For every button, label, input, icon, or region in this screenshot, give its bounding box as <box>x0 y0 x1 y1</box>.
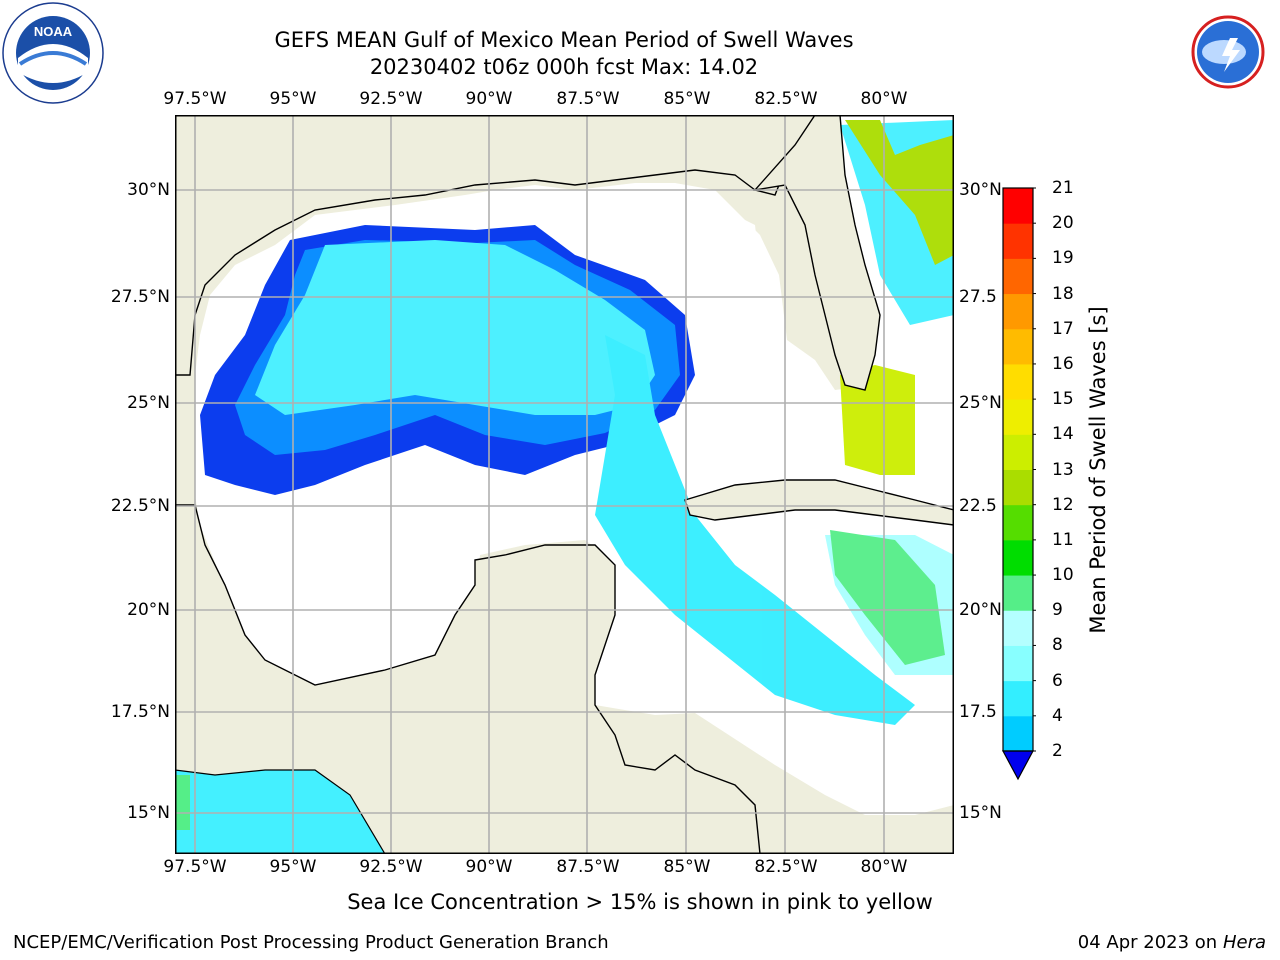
colorbar-segment <box>1003 680 1033 717</box>
lon-label-bottom: 90°W <box>465 857 513 877</box>
swell-field <box>175 120 954 854</box>
mexico-central-america-land <box>174 504 761 855</box>
colorbar-segment <box>1003 504 1033 541</box>
colorbar-segment <box>1003 575 1033 611</box>
map-canvas <box>174 114 955 855</box>
colorbar-tick-label: 11 <box>1052 529 1074 550</box>
lon-label-top: 85°W <box>663 89 711 109</box>
lon-label-top: 90°W <box>465 89 513 109</box>
colorbar-tick-label: 14 <box>1052 424 1074 445</box>
colorbar-tick-label: 6 <box>1052 670 1063 691</box>
lon-label-bottom: 85°W <box>663 857 711 877</box>
colorbar-tick-label: 8 <box>1052 635 1063 656</box>
colorbar-segment <box>1003 363 1033 400</box>
map-panel <box>174 114 955 855</box>
colorbar-segment <box>1003 188 1033 224</box>
gridlines <box>175 115 954 854</box>
map-title: GEFS MEAN Gulf of Mexico Mean Period of … <box>274 28 854 52</box>
lat-label-left: 20°N <box>127 600 170 620</box>
colorbar-tick-label: 15 <box>1052 389 1074 410</box>
lat-label-left: 27.5°N <box>110 287 170 307</box>
colorbar-tick-label: 16 <box>1052 353 1074 374</box>
footer-host: Hera <box>1222 932 1266 953</box>
no-data-western-gulf <box>255 495 475 635</box>
colorbar-label: Mean Period of Swell Waves [s] <box>1086 306 1110 634</box>
colorbar-segment <box>1003 258 1033 295</box>
nws-logo <box>1178 2 1278 102</box>
colorbar-segment <box>1003 715 1033 752</box>
lat-label-right: 22.5 <box>959 496 997 516</box>
lat-label-left: 30°N <box>127 180 170 200</box>
footer-date-text: 04 Apr 2023 on <box>1077 932 1223 953</box>
cuba-land <box>684 479 955 526</box>
svg-text:NOAA: NOAA <box>34 24 73 39</box>
colorbar-segment <box>1003 328 1033 365</box>
lon-label-bottom: 97.5°W <box>163 857 227 877</box>
lat-label-right: 15°N <box>959 803 1002 823</box>
lon-label-top: 92.5°W <box>359 89 423 109</box>
swell-band-12s <box>845 120 954 265</box>
lon-label-top: 82.5°W <box>754 89 818 109</box>
colorbar-tick-label: 12 <box>1052 494 1074 515</box>
colorbar-segment <box>1003 469 1033 506</box>
lon-label-bottom: 87.5°W <box>556 857 620 877</box>
colorbar-segment <box>1003 645 1033 682</box>
lat-label-right: 17.5 <box>959 702 997 722</box>
no-data-north-gulf <box>615 205 675 255</box>
colorbar-tick-label: 10 <box>1052 565 1074 586</box>
lat-label-left: 22.5°N <box>110 496 170 516</box>
lat-label-right: 27.5 <box>959 287 997 307</box>
map-subtitle: 20230402 t06z 000h fcst Max: 14.02 <box>369 55 759 79</box>
footer-date: 04 Apr 2023 on Hera <box>1078 932 1266 953</box>
pacific-green-strip <box>175 775 190 830</box>
colorbar-tick-label: 2 <box>1052 741 1063 761</box>
colorbar-segment <box>1003 293 1033 330</box>
lon-label-top: 95°W <box>269 89 317 109</box>
colorbar <box>1000 186 1036 782</box>
noaa-logo: NOAA <box>2 2 104 104</box>
lat-label-right: 30°N <box>959 180 1002 200</box>
footer-credit: NCEP/EMC/Verification Post Processing Pr… <box>13 932 609 953</box>
lon-label-bottom: 95°W <box>269 857 317 877</box>
sea-ice-caption: Sea Ice Concentration > 15% is shown in … <box>347 890 933 914</box>
colorbar-segment <box>1003 610 1033 646</box>
colorbar-tick-label: 9 <box>1052 600 1063 621</box>
map-frame <box>175 115 954 854</box>
lat-label-right: 20°N <box>959 600 1002 620</box>
lat-label-left: 15°N <box>127 803 170 823</box>
colorbar-segment <box>1003 223 1033 259</box>
colorbar-segment <box>1003 434 1033 470</box>
lat-label-left: 25°N <box>127 393 170 413</box>
lon-label-top: 80°W <box>860 89 908 109</box>
lon-label-bottom: 82.5°W <box>754 857 818 877</box>
no-data-florida-shelf <box>695 205 765 385</box>
lon-label-bottom: 92.5°W <box>359 857 423 877</box>
swell-band-caribbean <box>595 335 915 725</box>
colorbar-tick-label: 4 <box>1052 705 1063 726</box>
colorbar-segment <box>1003 399 1033 435</box>
colorbar-svg <box>1001 187 1036 781</box>
colorbar-tick-label: 18 <box>1052 283 1074 304</box>
colorbar-tick-label: 19 <box>1052 248 1074 269</box>
colorbar-tick-label: 17 <box>1052 318 1074 339</box>
lon-label-top: 97.5°W <box>163 89 227 109</box>
swell-band-13s <box>840 365 915 475</box>
swell-band-10s <box>830 530 945 665</box>
colorbar-tick-label: 21 <box>1052 178 1074 198</box>
colorbar-extend-triangle <box>1001 750 1035 781</box>
lat-label-right: 25°N <box>959 393 1002 413</box>
swell-band-6s <box>255 240 655 415</box>
colorbar-segment <box>1003 539 1033 576</box>
lat-label-left: 17.5°N <box>110 702 170 722</box>
lon-label-top: 87.5°W <box>556 89 620 109</box>
colorbar-tick-label: 20 <box>1052 213 1074 234</box>
lon-label-bottom: 80°W <box>860 857 908 877</box>
colorbar-tick-label: 13 <box>1052 459 1074 480</box>
